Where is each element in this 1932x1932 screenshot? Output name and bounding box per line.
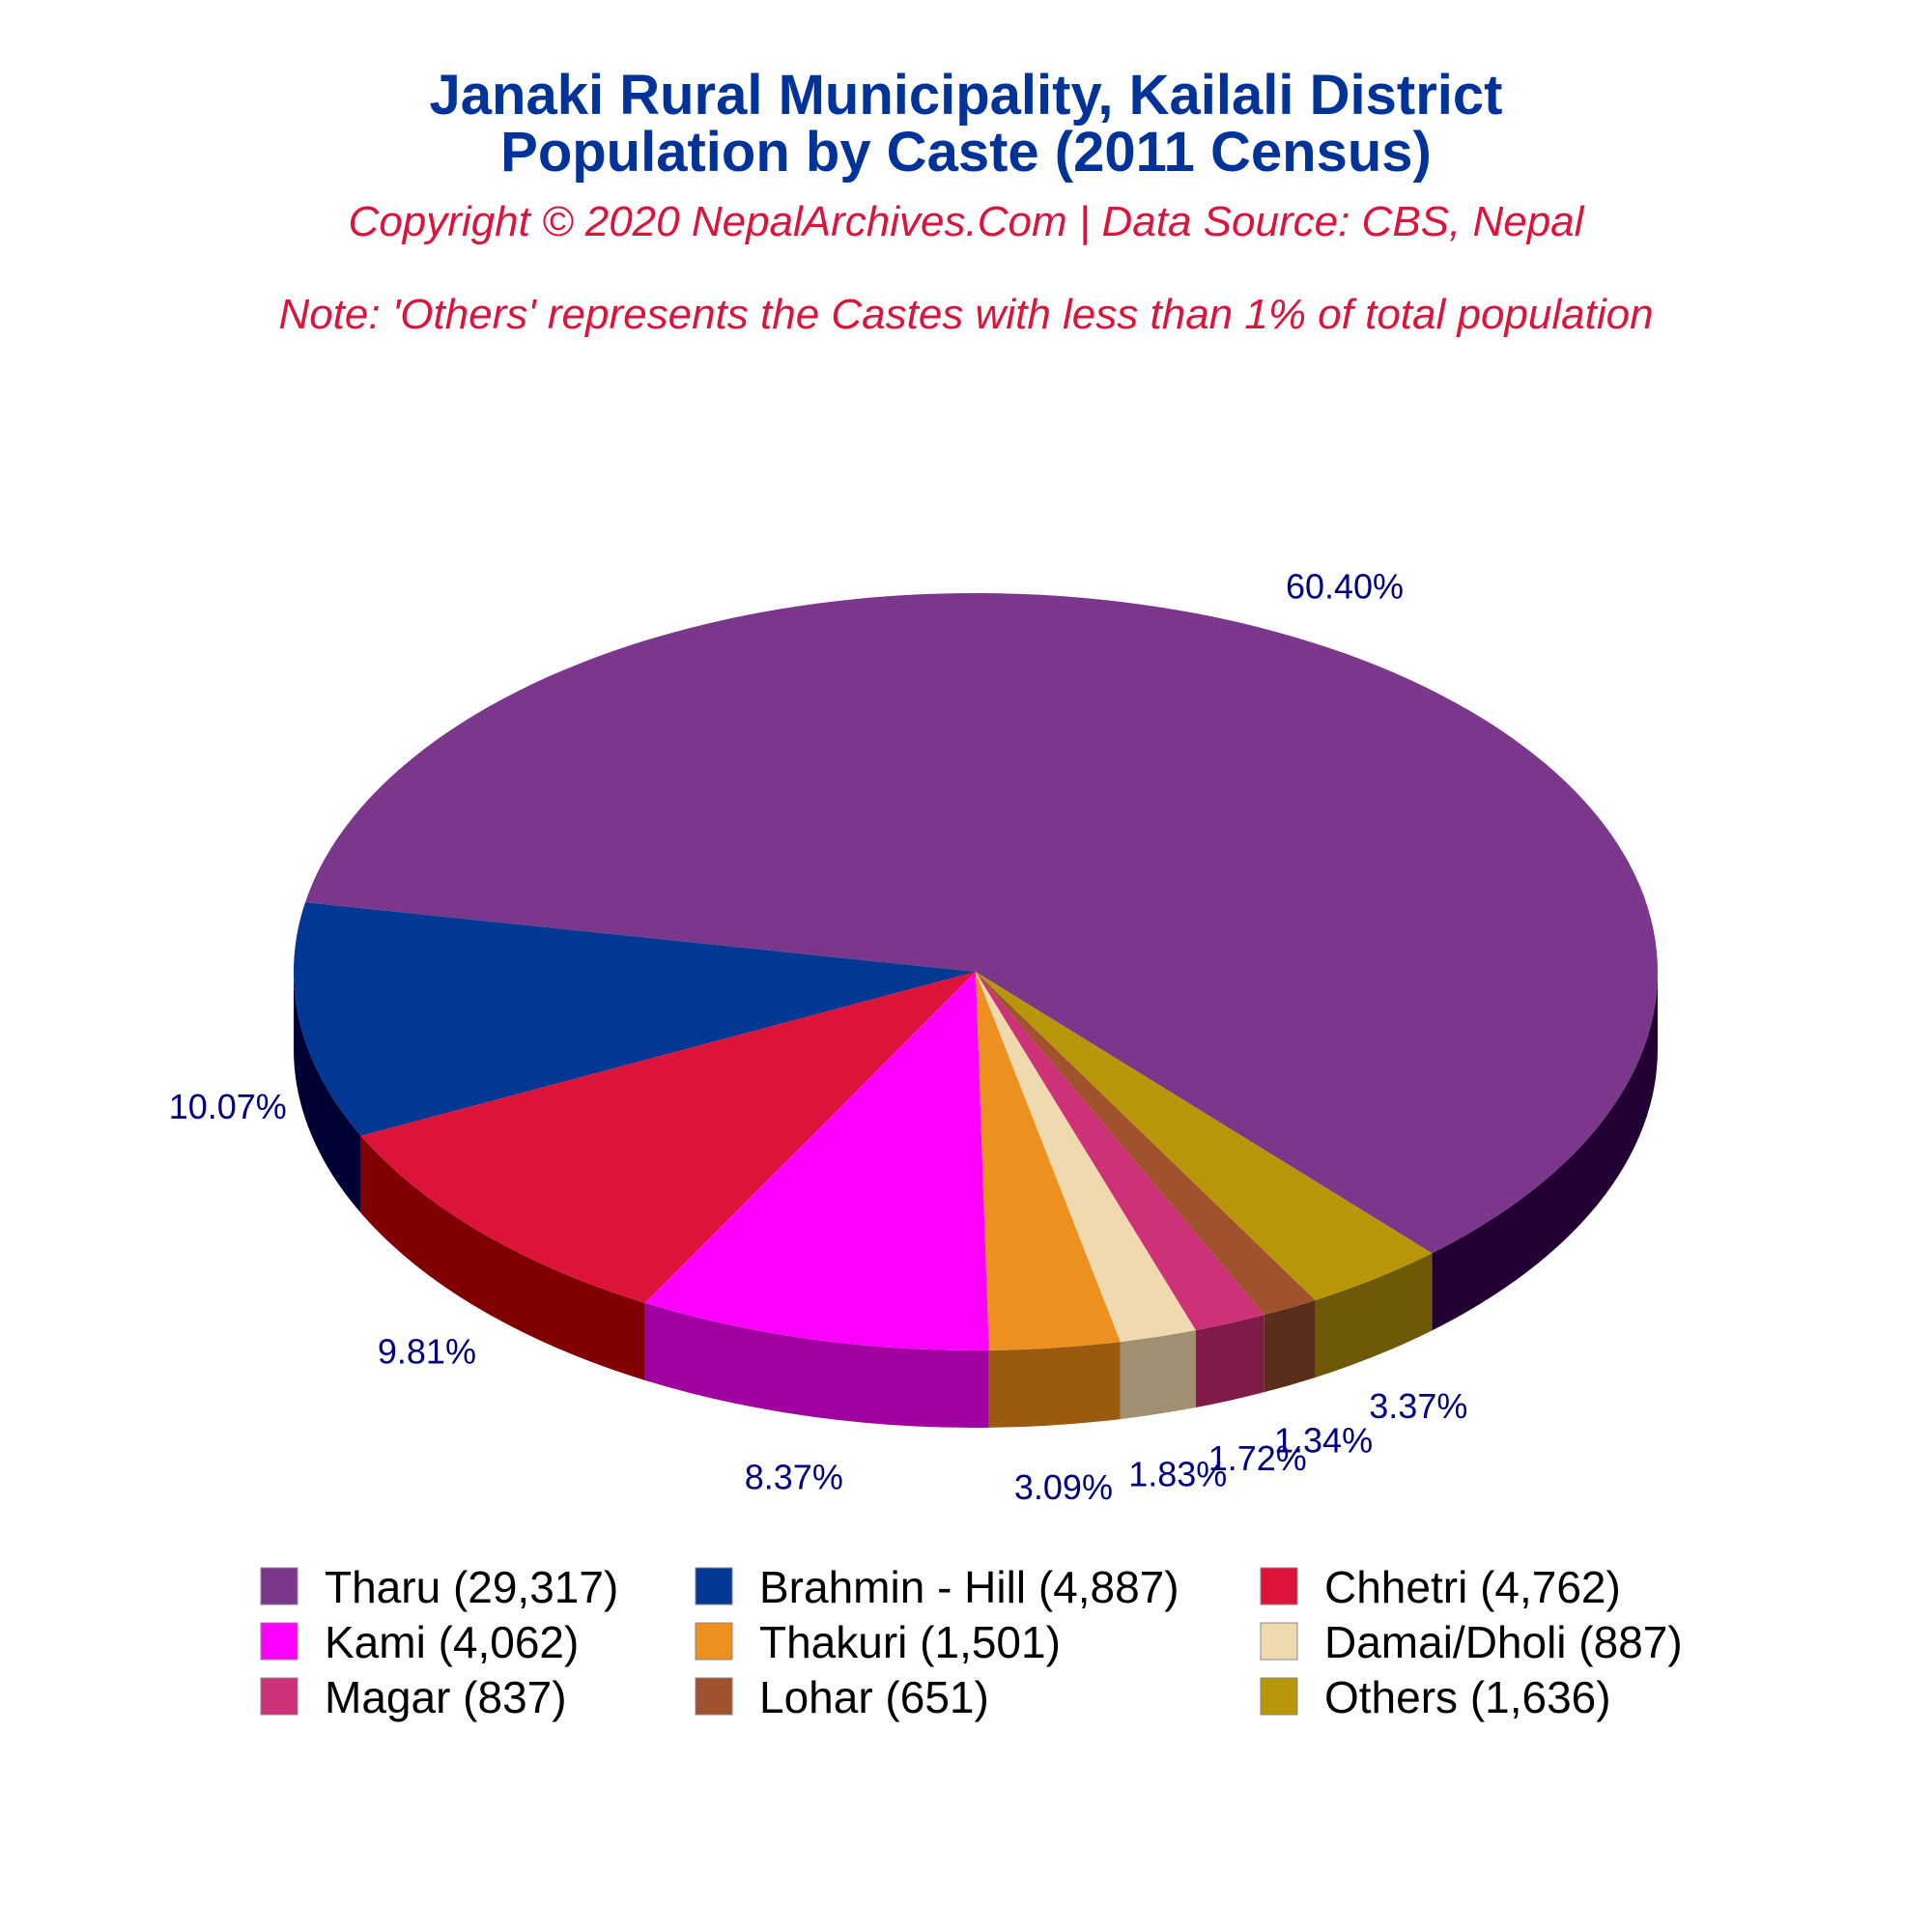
- pie-side-chhetri: [360, 1135, 645, 1380]
- chart-subtitle: Copyright © 2020 NepalArchives.Com | Dat…: [349, 198, 1585, 245]
- legend-swatch-brahmin-hill: [695, 1567, 733, 1605]
- percent-label-lohar: 1.34%: [1274, 1421, 1373, 1461]
- pie-slice-thakuri: [976, 972, 1121, 1350]
- legend-swatch-lohar: [695, 1677, 733, 1716]
- pie-side-others: [1315, 1253, 1433, 1378]
- percent-label-damai-dholi: 1.83%: [1128, 1454, 1227, 1493]
- pie-sides: [294, 972, 1658, 1428]
- pie-side-magar: [1195, 1315, 1264, 1408]
- chart-title-line2: Population by Caste (2011 Census): [500, 121, 1432, 184]
- pie-side-tharu: [1432, 972, 1658, 1331]
- legend: Tharu (29,317) Brahmin - Hill (4,887) Chhe…: [260, 1562, 1683, 1722]
- percent-label-chhetri: 9.81%: [378, 1332, 476, 1372]
- pie-slice-lohar: [976, 972, 1316, 1316]
- legend-swatch-tharu: [260, 1567, 298, 1605]
- legend-label-brahmin-hill: Brahmin - Hill (4,887): [759, 1562, 1179, 1612]
- legend-swatch-chhetri: [1260, 1567, 1298, 1605]
- legend-swatch-damai-dholi: [1260, 1622, 1298, 1661]
- legend-swatch-others: [1260, 1677, 1298, 1716]
- legend-swatch-thakuri: [695, 1622, 733, 1661]
- legend-label-chhetri: Chhetri (4,762): [1324, 1562, 1621, 1612]
- percent-label-others: 3.37%: [1369, 1386, 1467, 1426]
- percent-label-brahmin-hill: 10.07%: [169, 1087, 287, 1126]
- pie-slice-brahmin-hill: [294, 902, 976, 1136]
- pie-side-damai-dholi: [1120, 1330, 1196, 1420]
- pie-slice-others: [976, 972, 1433, 1300]
- percent-label-tharu: 60.40%: [1286, 566, 1404, 606]
- pie-side-brahmin-hill: [294, 972, 361, 1213]
- legend-swatch-kami: [260, 1622, 298, 1661]
- legend-label-kami: Kami (4,062): [325, 1617, 579, 1667]
- pie-side-lohar: [1264, 1299, 1316, 1393]
- pie-slice-kami: [644, 972, 989, 1350]
- pie-percent-labels: 60.40% 10.07% 9.81% 8.37% 3.09% 1.83%1.72%1.3…: [169, 566, 1468, 1506]
- legend-swatch-magar: [260, 1677, 298, 1716]
- legend-label-magar: Magar (837): [325, 1672, 567, 1722]
- legend-label-tharu: Tharu (29,317): [325, 1562, 618, 1612]
- pie-slice-magar: [976, 972, 1264, 1331]
- pie-slice-chhetri: [360, 972, 977, 1303]
- percent-label-thakuri: 3.09%: [1014, 1467, 1113, 1507]
- chart-note: Note: 'Others' represents the Castes wit…: [278, 291, 1653, 338]
- pie-tops: [294, 592, 1659, 1350]
- legend-label-damai-dholi: Damai/Dholi (887): [1324, 1617, 1683, 1667]
- legend-label-others: Others (1,636): [1324, 1672, 1611, 1722]
- pie-side-kami: [644, 1302, 989, 1428]
- chart-title-line1: Janaki Rural Municipality, Kailali Distr…: [430, 64, 1503, 127]
- pie-side-thakuri: [988, 1342, 1121, 1428]
- pie-slice-damai-dholi: [976, 972, 1196, 1343]
- percent-label-kami: 8.37%: [745, 1458, 843, 1497]
- percent-label-magar: 1.72%: [1208, 1438, 1307, 1478]
- legend-label-lohar: Lohar (651): [759, 1672, 989, 1722]
- pie-slice-tharu: [304, 592, 1659, 1254]
- legend-label-thakuri: Thakuri (1,501): [759, 1617, 1061, 1667]
